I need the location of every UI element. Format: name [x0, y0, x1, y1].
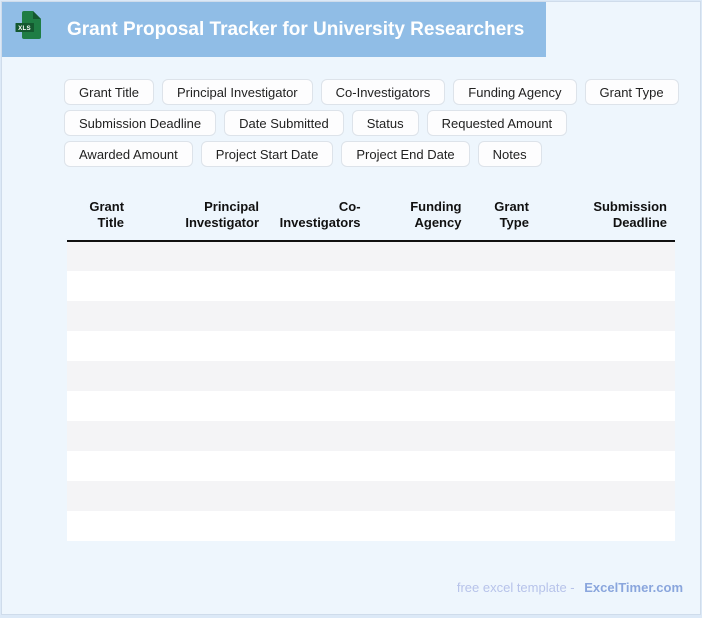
svg-text:XLS: XLS: [18, 25, 31, 32]
